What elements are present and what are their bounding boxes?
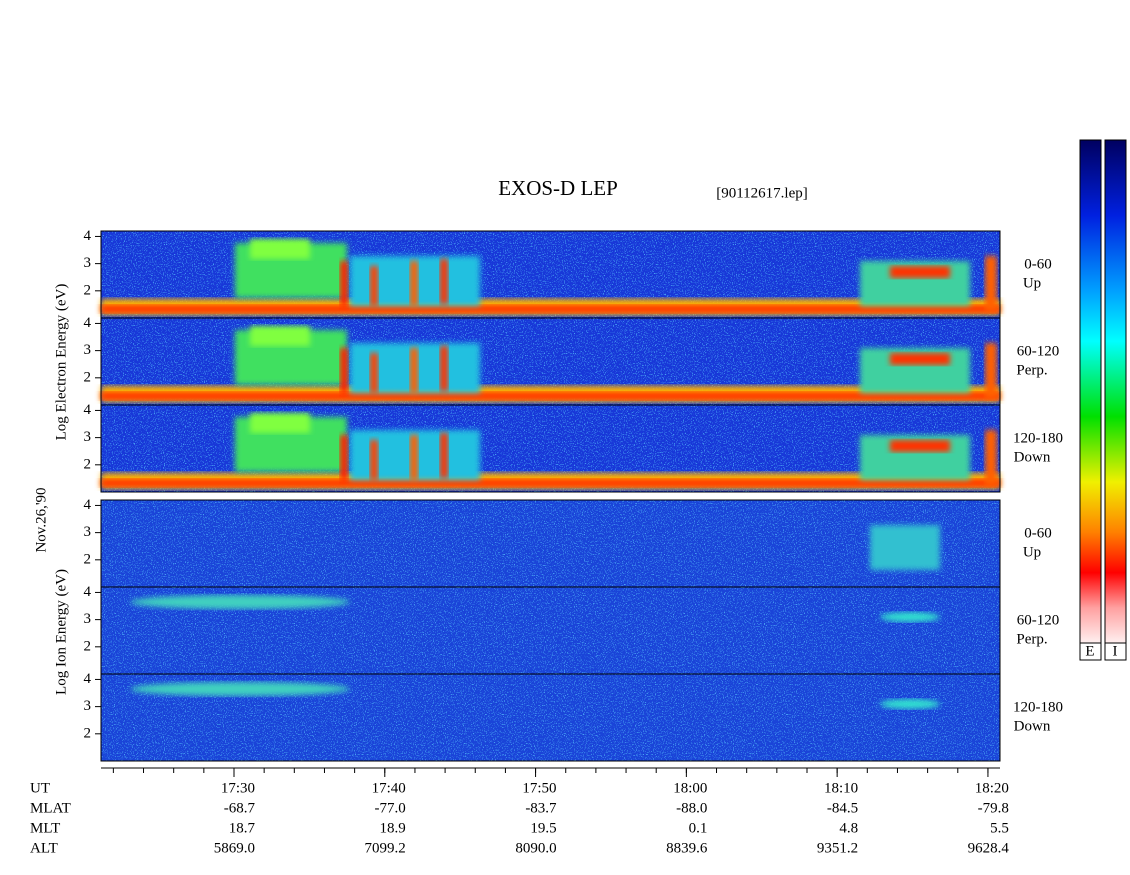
spectrogram-features xyxy=(130,682,940,709)
ephemeris-value: 5.5 xyxy=(990,820,1009,836)
y-tick-label: 4 xyxy=(84,584,92,600)
spectrogram-features xyxy=(130,595,940,622)
ephemeris-value: 18.9 xyxy=(380,820,406,836)
y-axis-label: Log Ion Energy (eV) xyxy=(53,569,69,695)
ephemeris-value: -79.8 xyxy=(978,800,1009,816)
panel-label: 120-180 xyxy=(1013,699,1063,715)
y-tick-label: 3 xyxy=(84,611,92,627)
x-tick-label: 17:30 xyxy=(221,780,255,796)
panel-label: 0-60 xyxy=(1024,525,1052,541)
x-tick-label: 17:40 xyxy=(372,780,406,796)
colorbar-label: E xyxy=(1085,643,1094,659)
panel-sublabel: Down xyxy=(1014,449,1051,465)
y-tick-label: 3 xyxy=(84,524,92,540)
colorbars: E I xyxy=(1079,139,1127,661)
ephemeris-value: -77.0 xyxy=(375,800,406,816)
panel-label: 120-180 xyxy=(1013,430,1063,446)
ephemeris-value: -83.7 xyxy=(525,800,557,816)
panel-sublabel: Up xyxy=(1023,544,1041,560)
spectrogram-noise xyxy=(101,500,1000,587)
chart-title: EXOS-D LEP xyxy=(498,176,618,200)
y-tick-label: 2 xyxy=(84,369,92,385)
panel-sublabel: Down xyxy=(1014,718,1051,734)
ephemeris-value: -68.7 xyxy=(224,800,256,816)
row-label: MLAT xyxy=(30,800,71,816)
colorbar xyxy=(1079,139,1102,644)
ephemeris-value: -84.5 xyxy=(827,800,858,816)
ephemeris-value: 0.1 xyxy=(689,820,708,836)
ephemeris-value: 8839.6 xyxy=(666,840,708,856)
y-tick-label: 2 xyxy=(84,551,92,567)
panel-sublabel: Up xyxy=(1023,275,1041,291)
panels: 2 3 4 0-60 Up 2 3 4 60-120 Perp. 2 3 4 120-180 Down 2 3 4… xyxy=(84,228,1063,762)
ephemeris-value: 5869.0 xyxy=(214,840,255,856)
spectrogram-features xyxy=(870,525,940,570)
ion-feature xyxy=(130,595,350,609)
colorbar-label-box xyxy=(1104,642,1127,661)
panel-label: 60-120 xyxy=(1017,343,1060,359)
y-tick-label: 4 xyxy=(84,497,92,513)
ion-feature xyxy=(880,612,940,622)
panel-sublabel: Perp. xyxy=(1016,362,1047,378)
y-tick-label: 2 xyxy=(84,282,92,298)
row-label: MLT xyxy=(30,820,60,836)
x-tick-label: 17:50 xyxy=(522,780,556,796)
x-tick-label: 18:00 xyxy=(673,780,707,796)
y-axis-label: Log Electron Energy (eV) xyxy=(53,284,69,441)
panel-frame xyxy=(100,673,1001,762)
ephemeris-value: 8090.0 xyxy=(515,840,556,856)
y-tick-label: 4 xyxy=(84,315,92,331)
ephemeris-value: 4.8 xyxy=(839,820,858,836)
colorbar xyxy=(1104,139,1127,644)
y-tick-label: 4 xyxy=(84,671,92,687)
y-tick-label: 3 xyxy=(84,255,92,271)
y-tick-label: 3 xyxy=(84,698,92,714)
row-label: UT xyxy=(30,780,50,796)
panel-label: 60-120 xyxy=(1017,612,1060,628)
ion-feature xyxy=(130,682,350,696)
colorbar-label: I xyxy=(1113,643,1118,659)
panel-label: 0-60 xyxy=(1024,256,1052,272)
colorbar-label-box xyxy=(1079,642,1102,661)
ephemeris-value: -88.0 xyxy=(676,800,707,816)
file-label: [90112617.lep] xyxy=(716,185,808,201)
y-tick-label: 2 xyxy=(84,725,92,741)
ephemeris-value: 18.7 xyxy=(229,820,256,836)
y-tick-label: 2 xyxy=(84,456,92,472)
ephemeris-value: 19.5 xyxy=(530,820,556,836)
ephemeris-value: 9628.4 xyxy=(968,840,1010,856)
panel-frame xyxy=(100,404,1001,493)
date-label: Nov.26,'90 xyxy=(33,487,49,552)
x-tick-label: 18:20 xyxy=(975,780,1009,796)
row-label: ALT xyxy=(30,840,58,856)
ion-feature xyxy=(880,699,940,709)
ephemeris-value: 9351.2 xyxy=(817,840,858,856)
panel-sublabel: Perp. xyxy=(1016,631,1047,647)
ephemeris-value: 7099.2 xyxy=(365,840,406,856)
y-tick-label: 4 xyxy=(84,402,92,418)
x-tick-label: 18:10 xyxy=(824,780,858,796)
y-tick-label: 3 xyxy=(84,342,92,358)
y-tick-label: 2 xyxy=(84,638,92,654)
y-tick-label: 3 xyxy=(84,429,92,445)
y-tick-label: 4 xyxy=(84,228,92,244)
ion-feature xyxy=(870,525,940,570)
